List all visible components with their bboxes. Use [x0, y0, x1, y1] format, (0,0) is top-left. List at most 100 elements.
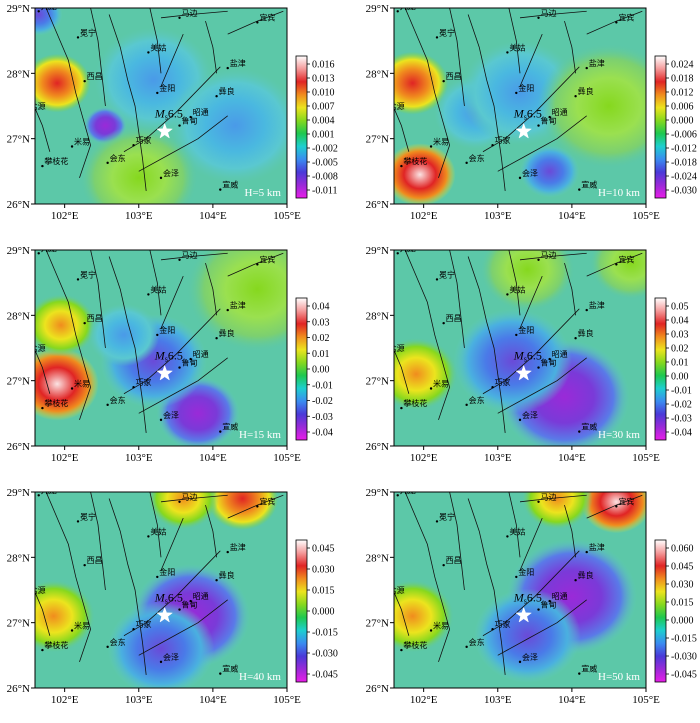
- depth-label: H=15 km: [239, 429, 281, 441]
- city-marker: 会东: [106, 395, 126, 407]
- city-marker: 彝良: [574, 570, 594, 582]
- city-label: 九龙: [41, 243, 57, 253]
- lon-tick-label: 104°E: [558, 694, 586, 706]
- fault-line: [35, 107, 51, 152]
- city-marker: 攀枝花: [41, 156, 68, 168]
- fault-line: [123, 550, 221, 637]
- map-frame: [34, 7, 288, 205]
- lat-tick-label: 28°N: [366, 310, 389, 322]
- fault-line: [227, 10, 284, 35]
- lon-tick-label: 104°E: [558, 210, 586, 222]
- fault-line: [497, 115, 587, 172]
- city-marker: 马边: [537, 250, 557, 261]
- lon-tick-label: 102°E: [410, 694, 438, 706]
- city-marker: 西昌: [83, 556, 103, 567]
- colorbar-tick-label: -0.030: [671, 652, 697, 663]
- city-marker: 昭通: [189, 349, 209, 361]
- colorbar-tick-label: -0.03: [312, 412, 333, 423]
- lat-tick-label: 26°N: [366, 683, 389, 695]
- city-label: 西昌: [446, 72, 462, 81]
- colorbar: 0.024 0.018 0.012 0.006 0.000 -0.006 -0.012 -0.…: [654, 55, 697, 199]
- city-marker: 宜宾: [615, 254, 634, 266]
- fault-line: [519, 517, 543, 571]
- colorbar-tick-label: 0.006: [671, 102, 694, 113]
- colorbar-tick-label: 0.024: [671, 60, 694, 71]
- colorbar-tick-label: -0.01: [312, 380, 333, 391]
- city-marker: 会泽: [518, 168, 538, 180]
- city-label: 盐津: [230, 58, 246, 68]
- colorbar-tick-label: -0.030: [312, 649, 338, 660]
- city-marker: 冕宁: [435, 27, 455, 39]
- city-marker: 宜宾: [256, 12, 275, 24]
- anomaly-blob: [35, 293, 97, 357]
- city-marker: 马边: [178, 250, 198, 261]
- colorbar-tick-label: 0.012: [671, 88, 694, 99]
- colorbar-tick-label: 0.004: [312, 116, 335, 127]
- city-marker: 会泽: [518, 410, 538, 422]
- city-label: 金阳: [518, 325, 534, 335]
- colorbar-tick-label: 0.01: [312, 349, 330, 360]
- city-label: 会东: [469, 153, 485, 163]
- lat-tick-label: 26°N: [366, 199, 389, 211]
- colorbar-tick-label: -0.04: [671, 428, 692, 439]
- city-label: 西昌: [87, 556, 103, 565]
- colorbar-tick-label: -0.018: [671, 158, 697, 169]
- city-marker: 西昌: [442, 556, 462, 567]
- city-label: 马边: [182, 492, 198, 502]
- colorbar-tick-label: -0.005: [312, 158, 338, 169]
- colorbar-tick-label: 0.000: [312, 607, 335, 618]
- city-marker: 冕宁: [76, 27, 96, 39]
- colorbar-tick-label: 0.01: [671, 358, 689, 369]
- city-label: 宜宾: [618, 496, 634, 506]
- city-marker: 马边: [178, 8, 198, 19]
- colorbar-tick-label: 0.02: [312, 333, 330, 344]
- city-marker: 鲁甸: [178, 116, 198, 127]
- colorbar-tick-label: 0.04: [671, 316, 689, 327]
- colorbar-tick-label: -0.011: [312, 186, 337, 197]
- lon-tick-label: 105°E: [632, 210, 660, 222]
- city-marker: 九龙: [396, 250, 416, 255]
- colorbar-tick-label: 0.060: [671, 544, 694, 555]
- colorbar-tick-label: -0.045: [671, 670, 697, 681]
- city-marker: 马边: [178, 492, 198, 503]
- lat-tick-label: 27°N: [7, 618, 30, 630]
- colorbar-tick-label: 0.03: [671, 330, 689, 341]
- city-marker: 宣威: [578, 422, 597, 433]
- lat-tick-label: 28°N: [7, 310, 30, 322]
- colorbar: 0.05 0.04 0.03 0.02 0.01 0.00 -0.01 -0.02 -0.03 -…: [654, 297, 692, 441]
- fault-line: [138, 357, 228, 414]
- city-label: 彝良: [578, 86, 594, 96]
- lat-tick-label: 27°N: [7, 376, 30, 388]
- city-marker: 宜宾: [615, 12, 634, 24]
- city-marker: 宣威: [219, 180, 238, 191]
- anomaly-blob: [394, 579, 455, 653]
- city-label: 昭通: [552, 591, 568, 601]
- city-marker: 金阳: [515, 567, 534, 579]
- city-marker: 冕宁: [435, 269, 455, 281]
- city-label: 九龙: [41, 1, 57, 11]
- lat-tick-label: 26°N: [7, 199, 30, 211]
- colorbar-tick-label: -0.012: [671, 144, 697, 155]
- city-marker: 冕宁: [76, 269, 96, 281]
- city-label: 会东: [110, 153, 126, 163]
- city-marker: 鲁甸: [537, 600, 557, 611]
- colorbar-tick-label: -0.030: [671, 186, 697, 197]
- city-label: 攀枝花: [44, 156, 68, 166]
- anomaly-blob: [206, 492, 279, 530]
- map-frame: [34, 491, 288, 689]
- city-marker: 宣威: [578, 180, 597, 191]
- lon-tick-label: 103°E: [484, 694, 512, 706]
- fault-line: [497, 357, 587, 414]
- city-label: 盐源: [389, 585, 405, 595]
- colorbar-tick-label: 0.00: [671, 372, 689, 383]
- colorbar: 0.04 0.03 0.02 0.01 0.00 -0.01 -0.02 -0.03 -0.04: [295, 297, 333, 441]
- city-marker: 盐源: [394, 343, 405, 353]
- fault-line: [123, 66, 221, 153]
- city-label: 攀枝花: [403, 640, 427, 650]
- colorbar-tick-label: -0.015: [312, 628, 338, 639]
- fault-line: [160, 517, 184, 571]
- colorbar-tick-label: 0.015: [671, 598, 694, 609]
